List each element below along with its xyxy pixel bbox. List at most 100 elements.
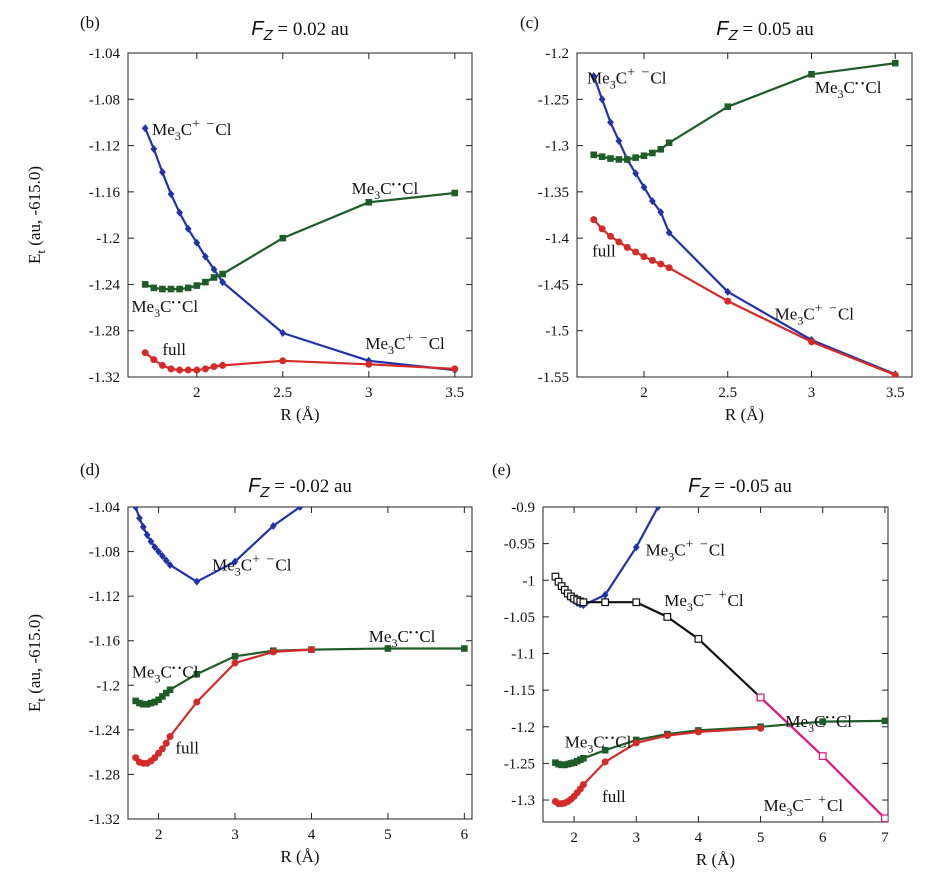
data-point xyxy=(461,645,468,652)
data-series-green xyxy=(141,189,459,293)
data-point xyxy=(724,103,732,110)
data-point xyxy=(269,648,277,656)
data-point xyxy=(193,282,201,289)
chart-panel-c: (c) FZ = 0.05 au -1.2 -1.25 -1.3 -1.35 -1.4 -1.… xyxy=(520,13,913,424)
plot-frame xyxy=(542,506,889,823)
data-point xyxy=(155,547,162,556)
data-point xyxy=(665,228,673,237)
data-point xyxy=(724,297,732,305)
curve-annotation: Me3C− +Cl xyxy=(664,588,744,614)
y-tick-label: -1.08 xyxy=(89,545,120,561)
data-point xyxy=(147,699,155,707)
data-point xyxy=(663,612,672,621)
data-point xyxy=(657,260,665,268)
data-point xyxy=(640,253,648,261)
curve-annotation: Me3C• •Cl xyxy=(131,297,198,320)
curve-annotation: Me3C+ −Cl xyxy=(152,117,232,143)
data-point xyxy=(231,653,239,660)
curve-annotation: Me3C+ −Cl xyxy=(212,553,292,579)
data-point xyxy=(184,366,192,374)
data-point xyxy=(159,285,166,293)
data-point xyxy=(632,169,640,178)
data-point xyxy=(141,281,149,288)
x-axis-label: R (Å) xyxy=(696,850,735,869)
data-point xyxy=(139,700,147,708)
data-point xyxy=(193,670,201,678)
data-point xyxy=(151,698,159,706)
chart-title: FZ = -0.02 au xyxy=(248,475,352,501)
x-tick-label: 3 xyxy=(808,385,816,401)
curve-annotation: Me3C• •Cl xyxy=(815,78,882,101)
plot-frame xyxy=(127,52,473,378)
x-tick-label: 5 xyxy=(757,830,765,846)
y-tick-label: -1.32 xyxy=(89,370,120,386)
y-tick-label: -0.95 xyxy=(504,537,535,553)
data-point xyxy=(881,717,888,725)
data-point xyxy=(193,577,201,586)
y-tick-label: -1 xyxy=(523,573,536,589)
data-point xyxy=(649,149,656,157)
data-point xyxy=(136,514,143,523)
data-point xyxy=(143,700,151,708)
x-tick-label: 4 xyxy=(308,827,316,843)
data-point xyxy=(891,371,899,377)
y-tick-label: -1.3 xyxy=(545,139,569,155)
y-tick-label: -1.32 xyxy=(89,812,120,828)
data-point xyxy=(598,225,606,233)
plot-frame xyxy=(576,52,913,378)
data-point xyxy=(632,543,640,552)
y-tick-label: -1.2 xyxy=(96,231,120,247)
data-point xyxy=(579,781,587,789)
data-point xyxy=(159,552,166,561)
data-point xyxy=(694,634,703,643)
data-point xyxy=(279,234,287,242)
data-point xyxy=(365,198,373,206)
curve-annotation: Me3C+ −Cl xyxy=(365,331,445,357)
data-point xyxy=(143,530,151,539)
data-point xyxy=(451,189,459,197)
data-point xyxy=(451,365,459,373)
curve-annotation: Me3C+ −Cl xyxy=(775,302,855,328)
series-line xyxy=(592,75,896,376)
data-point xyxy=(632,739,640,747)
data-point xyxy=(193,366,201,374)
chart-title: FZ = -0.05 au xyxy=(688,475,792,501)
y-tick-label: -1.2 xyxy=(96,678,120,694)
data-point xyxy=(623,156,631,163)
x-tick-label: 2 xyxy=(155,827,163,843)
data-point xyxy=(648,256,656,264)
data-point xyxy=(132,697,139,705)
data-point xyxy=(601,590,609,599)
chart-title: FZ = 0.05 au xyxy=(716,18,814,44)
curve-annotation: Me3C• •Cl xyxy=(352,179,419,202)
data-series-red xyxy=(132,646,315,767)
x-axis-label: R (Å) xyxy=(280,847,319,866)
x-tick-label: 3 xyxy=(231,827,239,843)
data-point xyxy=(193,238,201,247)
data-point xyxy=(601,758,609,766)
x-tick-label: 3.5 xyxy=(445,385,464,401)
data-point xyxy=(640,152,648,160)
data-point xyxy=(167,285,175,293)
data-point xyxy=(141,349,149,357)
x-tick-label: 7 xyxy=(881,830,889,846)
data-point xyxy=(724,287,732,296)
series-line xyxy=(144,351,455,372)
data-point xyxy=(155,696,162,704)
data-point xyxy=(663,732,671,740)
x-axis-label: R (Å) xyxy=(725,405,764,424)
data-point xyxy=(590,216,598,224)
data-point xyxy=(632,598,641,607)
data-point xyxy=(279,357,287,365)
data-point xyxy=(176,366,184,374)
data-point xyxy=(166,686,174,694)
data-point xyxy=(231,659,239,667)
data-point xyxy=(665,139,673,147)
data-point xyxy=(601,598,610,607)
data-point xyxy=(640,183,648,192)
y-tick-label: -1.1 xyxy=(511,647,535,663)
data-point xyxy=(219,270,226,278)
data-point xyxy=(159,693,166,700)
y-tick-label: -1.08 xyxy=(89,92,120,108)
